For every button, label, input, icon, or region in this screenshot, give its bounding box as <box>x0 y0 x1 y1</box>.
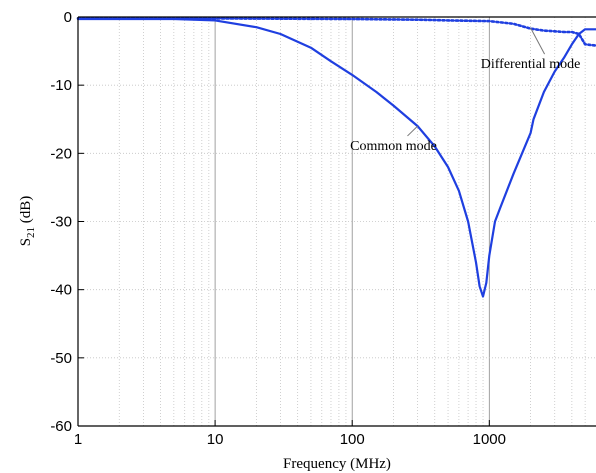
y-axis-title-main: S <box>18 238 34 246</box>
y-tick-label: -10 <box>50 77 72 94</box>
y-tick-label: -60 <box>50 418 72 435</box>
x-tick-label: 100 <box>340 431 365 448</box>
annotation-leader-common-mode <box>407 125 418 137</box>
y-tick-label: 0 <box>64 9 72 26</box>
y-axis-title: S21 (dB) <box>18 196 37 247</box>
grid-lines <box>78 17 596 426</box>
x-axis-title: Frequency (MHz) <box>283 456 391 472</box>
x-tick-label: 10 <box>207 431 224 448</box>
tick-labels: 1 10 100 1000 0 -10 -20 -30 -40 -50 -60 <box>50 9 506 448</box>
y-axis-title-unit: (dB) <box>18 196 34 227</box>
y-axis-title-sub: 21 <box>25 227 37 238</box>
annotation-leader-differential-mode <box>530 27 546 55</box>
series-common-mode <box>76 17 596 298</box>
annotation-differential-mode: Differential mode <box>481 57 581 72</box>
y-tick-label: -50 <box>50 350 72 367</box>
y-tick-label: -30 <box>50 214 72 231</box>
annotations: Differential mode Common mode <box>350 27 581 154</box>
y-tick-label: -40 <box>50 282 72 299</box>
y-tick-label: -20 <box>50 145 72 162</box>
x-tick-label: 1000 <box>473 431 506 448</box>
x-tick-label: 1 <box>74 431 82 448</box>
annotation-common-mode: Common mode <box>350 139 437 154</box>
